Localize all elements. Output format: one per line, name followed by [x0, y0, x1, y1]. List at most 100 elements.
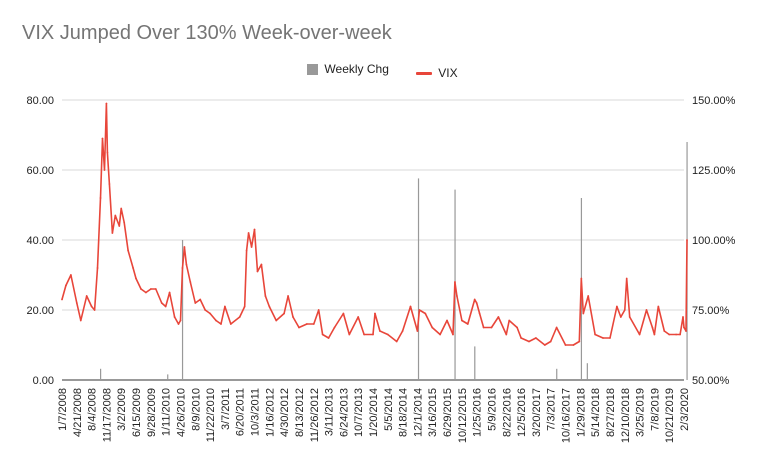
vix-point: [132, 267, 134, 269]
vix-point: [181, 267, 184, 269]
vix-point: [508, 319, 511, 322]
vix-point: [454, 281, 456, 283]
left-tick-label: 80.00: [26, 95, 54, 107]
vix-point: [243, 305, 246, 308]
vix-point: [164, 305, 167, 308]
vix-line: [61, 102, 688, 346]
x-tick-label: 2/3/2020: [679, 388, 691, 431]
vix-point: [101, 137, 104, 140]
vix-point: [253, 228, 256, 231]
vix-point: [395, 340, 398, 343]
x-tick-label: 1/29/2018: [575, 388, 587, 437]
vix-point: [686, 239, 688, 241]
vix-point: [215, 319, 217, 322]
vix-point: [409, 305, 412, 308]
vix-point: [675, 333, 678, 336]
vix-point: [682, 316, 684, 318]
vix-point: [204, 309, 207, 311]
vix-point: [183, 246, 186, 248]
vix-point: [127, 249, 130, 252]
vix-point: [256, 270, 259, 273]
vix-point: [572, 344, 575, 346]
vix-point: [99, 197, 102, 199]
vix-point: [65, 284, 67, 287]
vix-point: [93, 309, 96, 311]
x-tick-label: 1/11/2010: [161, 388, 173, 436]
vix-point: [645, 309, 648, 311]
vix-point: [609, 337, 611, 339]
vix-point: [238, 316, 241, 318]
x-tick-label: 5/14/2018: [590, 388, 602, 437]
x-tick-label: 1/25/2016: [472, 388, 484, 437]
right-axis-ticks: 50.00% 75.00% 100.00% 125.00% 150.00%: [692, 95, 736, 387]
vix-point: [386, 333, 389, 336]
legend-entry-weekly-chg[interactable]: Weekly Chg: [307, 62, 389, 76]
vix-point: [173, 316, 176, 318]
vix-point: [305, 323, 308, 325]
vix-point: [619, 316, 622, 318]
x-tick-label: 6/15/2009: [131, 388, 143, 437]
vix-point: [357, 316, 360, 318]
x-tick-label: 10/12/2015: [457, 388, 469, 443]
vix-point: [482, 326, 485, 329]
x-tick-label: 3/25/2019: [635, 388, 647, 437]
vix-point: [582, 312, 585, 315]
vix-point: [275, 319, 278, 322]
vix-point: [90, 305, 93, 308]
x-tick-label: 1/16/2012: [264, 388, 276, 437]
weekly-chg-bar: [167, 374, 169, 380]
vix-point: [657, 305, 660, 308]
vix-point: [418, 309, 421, 311]
vix-point: [460, 319, 463, 322]
left-tick-label: 20.00: [26, 305, 54, 317]
vix-point: [439, 333, 442, 336]
vix-point: [374, 312, 376, 315]
x-tick-label: 6/24/2013: [338, 388, 350, 437]
left-axis-ticks: 0.00 20.00 40.00 60.00 80.00: [26, 95, 54, 387]
x-tick-label: 6/29/2015: [442, 388, 454, 437]
vix-point: [516, 326, 519, 329]
x-tick-label: 3/20/2017: [531, 388, 543, 437]
legend-swatch-vix: [416, 71, 433, 75]
x-tick-label: 8/13/2012: [294, 388, 306, 437]
x-tick-label: 3/7/2011: [220, 388, 232, 430]
vix-point: [379, 330, 381, 332]
weekly-chg-bars: [100, 142, 688, 380]
legend-label-weekly-chg: Weekly Chg: [324, 62, 389, 76]
vix-point: [342, 312, 345, 315]
vix-point: [123, 221, 126, 224]
vix-point: [446, 319, 448, 322]
x-tick-label: 3/2/2009: [116, 388, 128, 431]
vix-point: [177, 323, 180, 325]
chart-title: VIX Jumped Over 130% Week-over-week: [22, 22, 392, 44]
vix-point: [298, 326, 300, 329]
vix-point: [327, 337, 330, 339]
vix-point: [317, 309, 320, 311]
x-tick-label: 12/1/2014: [412, 388, 424, 437]
x-tick-label: 4/21/2008: [72, 388, 84, 437]
vix-point: [602, 337, 604, 339]
vix-point: [685, 330, 687, 332]
x-tick-label: 10/3/2011: [250, 388, 262, 436]
legend-label-vix: VIX: [438, 66, 458, 80]
vix-point: [535, 337, 537, 339]
x-tick-label: 11/17/2008: [101, 388, 113, 442]
vix-point: [245, 249, 248, 252]
x-tick-label: 7/3/2017: [546, 388, 558, 431]
vix-point: [587, 295, 590, 297]
x-tick-label: 12/10/2018: [620, 388, 632, 443]
vix-point: [416, 330, 419, 332]
vix-point: [108, 183, 111, 185]
vix-point: [194, 302, 197, 304]
weekly-chg-bar: [556, 368, 558, 380]
vix-point: [580, 277, 583, 280]
right-tick-label: 125.00%: [692, 165, 736, 177]
vix-point: [594, 333, 597, 336]
vix-point: [456, 295, 458, 297]
x-tick-label: 3/11/2013: [324, 388, 336, 436]
vix-point: [111, 232, 114, 234]
legend-entry-vix[interactable]: VIX: [416, 66, 458, 80]
vix-point: [168, 291, 171, 294]
vix-point: [478, 312, 481, 315]
vix-point: [85, 295, 88, 297]
